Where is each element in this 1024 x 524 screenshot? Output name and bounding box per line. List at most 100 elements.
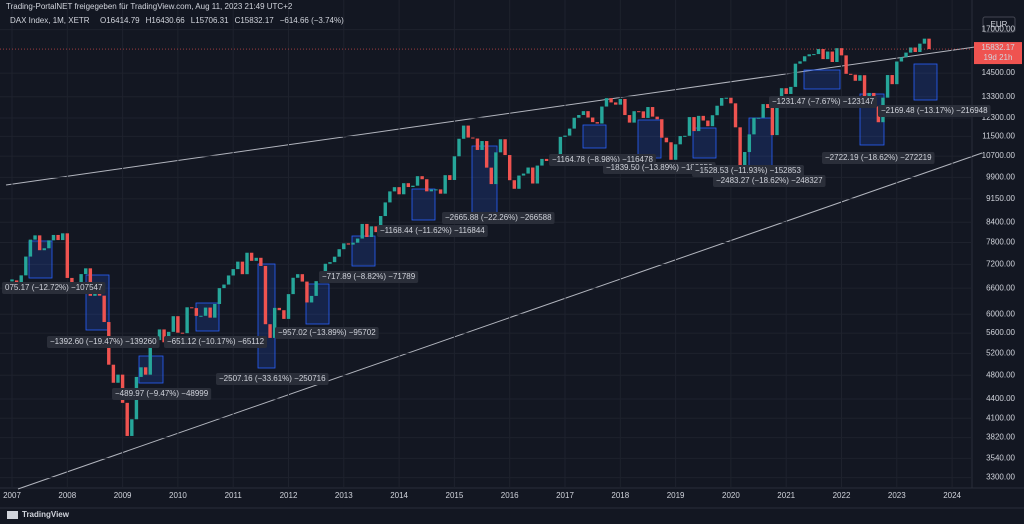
candle-body [203, 307, 208, 316]
candle-body [480, 141, 484, 150]
candle-body [927, 38, 931, 50]
candle-body [434, 189, 438, 191]
candle-body [337, 249, 341, 257]
candle-body [194, 308, 199, 316]
candle-body [526, 167, 530, 174]
candle-body [475, 138, 480, 150]
candle-body [365, 223, 369, 238]
symbol-title: DAX Index, 1M, XETR [10, 16, 90, 25]
candle-body [743, 152, 747, 177]
candle-body [425, 179, 429, 192]
candle-body [346, 243, 351, 245]
candle-body [540, 158, 544, 166]
candle-body [249, 252, 254, 261]
x-tick-label: 2010 [169, 491, 187, 500]
candle-body [577, 115, 581, 118]
candle-body [816, 49, 821, 55]
candle-body [14, 280, 19, 284]
candle-body [291, 277, 295, 295]
range-box [411, 188, 436, 221]
candle-body [798, 61, 802, 64]
candle-body [42, 248, 46, 251]
candle-body [558, 136, 563, 158]
annotation-bg [2, 282, 106, 294]
candle-body [825, 51, 830, 60]
candle-body [687, 117, 692, 136]
candle-body [655, 116, 659, 120]
candle-body [263, 265, 268, 325]
annotation-bg [164, 336, 268, 348]
candle-body [305, 281, 309, 303]
range-box [637, 119, 662, 159]
candle-body [392, 187, 397, 192]
candle-body [650, 107, 655, 117]
candle-body [213, 303, 217, 318]
annotation: −2169.48 (−13.17%) −216948 [881, 106, 988, 115]
x-tick-label: 2007 [3, 491, 21, 500]
candle-body [355, 238, 360, 243]
range-box [351, 235, 376, 267]
candle-body [821, 49, 825, 60]
candle-body [503, 139, 507, 156]
x-tick-label: 2008 [58, 491, 76, 500]
candle-body [24, 256, 28, 276]
x-tick-label: 2024 [943, 491, 961, 500]
x-tick-label: 2009 [114, 491, 132, 500]
ohlc-value: H16430.66 [146, 16, 186, 25]
candle-body [222, 284, 226, 289]
annotation: −2665.88 (−22.26%) −266588 [445, 213, 552, 222]
candle-body [254, 257, 258, 261]
annotation: −1231.47 (−7.67%) −123147 [772, 97, 875, 106]
y-tick-label: 3540.00 [986, 454, 1015, 463]
annotation: −489.97 (−9.47%) −48999 [115, 389, 209, 398]
x-tick-label: 2016 [501, 491, 519, 500]
candle-body [779, 88, 784, 97]
x-tick-label: 2014 [390, 491, 408, 500]
candle-body [397, 187, 401, 195]
y-tick-label: 6000.00 [986, 309, 1015, 318]
candle-body [775, 96, 779, 136]
candle-body [793, 63, 798, 87]
y-tick-label: 7200.00 [986, 260, 1015, 269]
annotation-bg [769, 96, 878, 108]
candle-body [673, 144, 678, 160]
candle-body [148, 346, 152, 375]
candle-body [613, 102, 618, 105]
range-box [803, 69, 841, 90]
candle-body [328, 262, 332, 264]
candle-body [581, 111, 586, 116]
candle-body [268, 324, 272, 338]
candle-body [406, 183, 411, 188]
candle-body [125, 402, 129, 436]
x-tick-label: 2020 [722, 491, 740, 500]
candle-body [835, 48, 839, 63]
candle-body [116, 374, 120, 383]
candle-body [309, 295, 314, 303]
candle-body [51, 234, 56, 241]
candle-body [411, 185, 415, 188]
candle-body [139, 367, 143, 377]
annotation-bg [442, 212, 555, 224]
y-tick-label: 8400.00 [986, 217, 1015, 226]
candle-body [226, 275, 231, 285]
annotation: −2483.27 (−18.62%) −248327 [716, 176, 823, 185]
ohlc-value: C15832.17 [235, 16, 275, 25]
candle-body [33, 235, 37, 240]
candle-body [895, 61, 899, 85]
candle-body [710, 115, 715, 127]
candle-body [747, 134, 752, 153]
candle-body [521, 173, 526, 176]
x-tick-label: 2015 [446, 491, 464, 500]
candle-body [729, 97, 733, 104]
trend-line-lower [17, 152, 983, 490]
x-tick-label: 2022 [833, 491, 851, 500]
candle-body [724, 97, 728, 99]
y-tick-label: 9150.00 [986, 194, 1015, 203]
y-tick-label: 12300.00 [982, 113, 1016, 122]
candle-body [641, 111, 646, 118]
candle-body [360, 223, 364, 239]
countdown: 19d 21h [984, 53, 1013, 62]
y-tick-label: 13300.00 [982, 92, 1016, 101]
